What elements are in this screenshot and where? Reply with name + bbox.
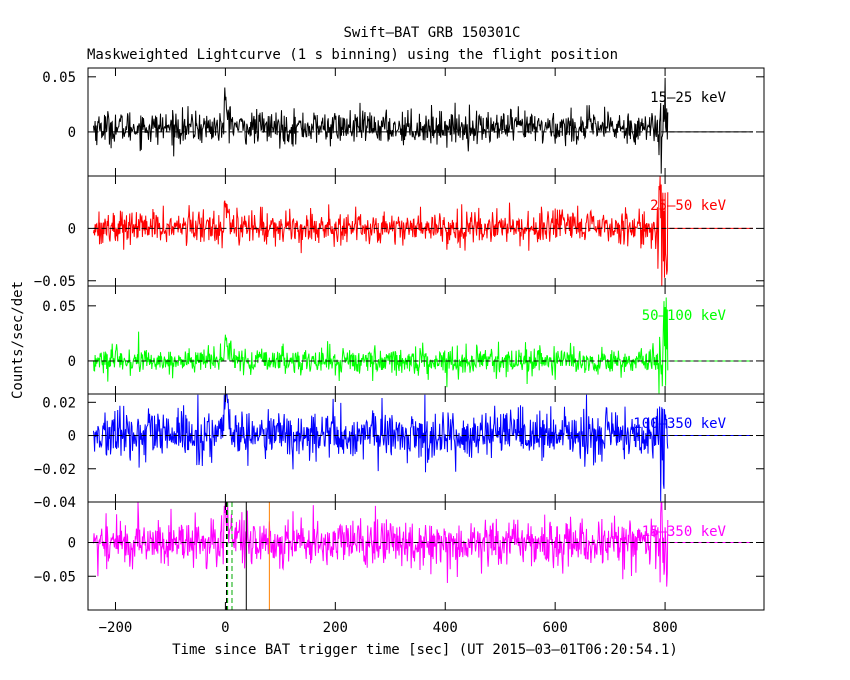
lightcurve-series bbox=[93, 77, 669, 174]
band-label: 15–25 keV bbox=[650, 90, 726, 106]
panel-frame bbox=[87, 501, 765, 611]
x-tick-label: 400 bbox=[433, 620, 458, 636]
panel-2: −0.05 0 25–50 keV bbox=[34, 175, 765, 290]
y-tick-label: 0 bbox=[68, 536, 76, 552]
x-tick-label: 800 bbox=[652, 620, 677, 636]
y-tick-label: −0.05 bbox=[34, 274, 76, 290]
y-tick-label: −0.05 bbox=[34, 569, 76, 585]
panels-group: 0 0.05 15–25 keV −0.05 0 25–50 keV 0 0.05 50–100… bbox=[34, 67, 765, 636]
lightcurve-series bbox=[93, 501, 669, 587]
band-label: 25–50 keV bbox=[650, 198, 726, 214]
x-axis-label: Time since BAT trigger time [sec] (UT 20… bbox=[172, 642, 678, 658]
y-tick-label: 0 bbox=[68, 125, 76, 141]
y-tick-label: 0.05 bbox=[42, 70, 76, 86]
y-tick-label: 0.02 bbox=[42, 395, 76, 411]
panel-3: 0 0.05 50–100 keV bbox=[42, 285, 765, 395]
lightcurve-series bbox=[93, 394, 669, 502]
panel-4: −0.04 −0.02 0 0.02 100–350 keV bbox=[34, 393, 765, 511]
chart-title: Swift–BAT GRB 150301C bbox=[343, 25, 520, 41]
lightcurve-series bbox=[93, 176, 669, 286]
y-axis-label: Counts/sec/det bbox=[10, 281, 26, 399]
x-tick-label: −200 bbox=[99, 620, 133, 636]
panel-5: −0.05 0 15–350 keV bbox=[34, 501, 765, 611]
y-tick-label: 0 bbox=[68, 429, 76, 445]
y-tick-label: −0.04 bbox=[34, 495, 76, 511]
band-label: 15–350 keV bbox=[642, 524, 727, 540]
x-tick-label: 600 bbox=[543, 620, 568, 636]
chart-subtitle: Maskweighted Lightcurve (1 s binning) us… bbox=[87, 47, 618, 63]
x-tick-label: 0 bbox=[221, 620, 229, 636]
band-label: 50–100 keV bbox=[642, 308, 727, 324]
y-tick-label: 0.05 bbox=[42, 299, 76, 315]
panel-1: 0 0.05 15–25 keV bbox=[42, 67, 765, 177]
x-tick-label: 200 bbox=[323, 620, 348, 636]
y-tick-label: −0.02 bbox=[34, 462, 76, 478]
y-tick-label: 0 bbox=[68, 221, 76, 237]
band-label: 100–350 keV bbox=[633, 416, 726, 432]
lightcurve-series bbox=[93, 297, 669, 394]
y-tick-label: 0 bbox=[68, 354, 76, 370]
